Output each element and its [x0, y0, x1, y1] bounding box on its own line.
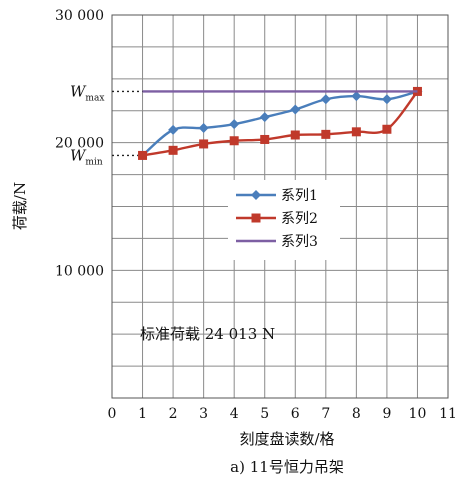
series-1-point — [229, 119, 240, 130]
figure-caption: a) 11号恒力吊架 — [230, 458, 344, 476]
series-2-point — [260, 134, 270, 144]
legend-label-3: 系列3 — [281, 234, 318, 250]
legend-marker-2 — [251, 213, 261, 223]
series-2-point — [290, 130, 300, 140]
series-2-point — [229, 136, 239, 146]
plot-frame — [111, 14, 449, 399]
x-tick-label: 6 — [291, 406, 300, 422]
x-tick-label: 1 — [138, 406, 147, 422]
series-1-point — [320, 94, 331, 105]
x-tick-label: 10 — [409, 406, 427, 422]
series-2-point — [321, 129, 331, 139]
annotation-text: 标准荷载 24 013 N — [140, 325, 275, 343]
series-line-1 — [141, 90, 418, 157]
series-1-point — [290, 104, 301, 115]
series-1-point — [259, 112, 270, 123]
series-2-point — [351, 127, 361, 137]
x-tick-label: 7 — [321, 406, 330, 422]
x-tick-label: 4 — [230, 406, 239, 422]
x-tick-label: 0 — [108, 406, 117, 422]
y-tick-label: 20 000 — [55, 136, 104, 152]
series-1-point — [168, 124, 179, 135]
legend-marker-1 — [251, 190, 261, 200]
x-axis-ticks: 0 1 2 3 4 5 6 7 8 9 10 11 — [108, 406, 457, 422]
legend: 系列1 系列2 系列3 — [228, 180, 340, 260]
x-tick-label: 8 — [352, 406, 361, 422]
series-1-point — [198, 122, 209, 133]
legend-label-1: 系列1 — [281, 188, 318, 204]
series-2 — [138, 86, 422, 160]
y-tick-label: 10 000 — [55, 263, 104, 279]
series-group — [137, 86, 423, 161]
plot-border — [111, 14, 449, 399]
x-tick-label: 5 — [260, 406, 269, 422]
y-axis-ticks: 10 000 20 000 30 000 — [55, 8, 104, 279]
y-axis-title: 荷载/N — [11, 182, 29, 230]
series-2-point — [382, 124, 392, 134]
reference-label-max: Wmax — [70, 82, 104, 103]
x-tick-label: 9 — [382, 406, 391, 422]
legend-box — [228, 180, 340, 260]
legend-label-2: 系列2 — [281, 211, 318, 227]
series-line-2 — [142, 90, 419, 157]
x-axis-title: 刻度盘读数/格 — [239, 430, 334, 448]
y-tick-label: 30 000 — [55, 8, 104, 24]
x-tick-label: 3 — [199, 406, 208, 422]
series-2-point — [168, 145, 178, 155]
series-1-point — [351, 91, 362, 102]
series-2-point — [138, 150, 148, 160]
series-1-point — [381, 94, 392, 105]
x-tick-label: 2 — [169, 406, 178, 422]
x-tick-label: 11 — [439, 406, 457, 422]
series-2-point — [199, 139, 209, 149]
